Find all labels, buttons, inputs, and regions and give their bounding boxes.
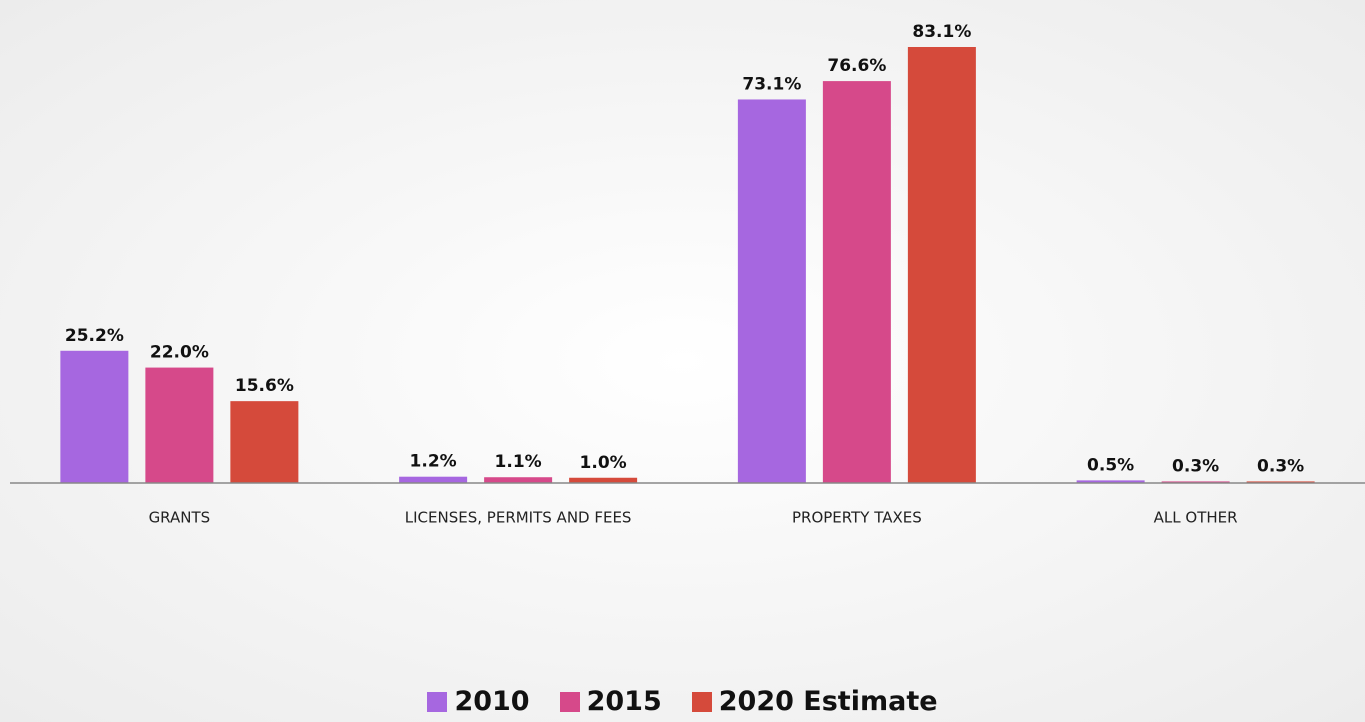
bar	[1161, 481, 1230, 483]
bar	[60, 350, 129, 483]
x-tick-label: GRANTS	[149, 509, 211, 527]
data-label: 1.1%	[495, 452, 542, 472]
legend-item: 2015	[559, 686, 662, 717]
legend-swatch	[691, 691, 712, 712]
data-label: 22.0%	[150, 343, 209, 363]
legend-label: 2015	[586, 686, 662, 717]
legend-label: 2010	[454, 686, 530, 717]
bar	[822, 81, 891, 484]
legend-label: 2020 Estimate	[718, 686, 938, 717]
bar	[907, 47, 976, 483]
data-label: 1.0%	[580, 453, 627, 473]
data-label: 0.3%	[1257, 456, 1304, 476]
data-label: 83.1%	[912, 22, 971, 42]
bar	[569, 477, 638, 483]
chart: 25.2% 22.0% 15.6% GRANTS 1.2% 1.1% 1.0% LICENSE…	[10, 22, 1365, 527]
x-tick-label: ALL OTHER	[1154, 509, 1238, 527]
bar	[1246, 481, 1315, 483]
bar	[230, 401, 299, 483]
bar	[484, 477, 553, 483]
bar	[399, 476, 468, 483]
data-label: 73.1%	[742, 74, 801, 94]
bar	[1076, 480, 1145, 483]
bar	[737, 99, 806, 483]
bar	[145, 367, 214, 483]
x-tick-label: LICENSES, PERMITS AND FEES	[405, 509, 632, 527]
data-label: 76.6%	[827, 56, 886, 76]
data-label: 0.5%	[1087, 455, 1134, 475]
data-label: 15.6%	[235, 376, 294, 396]
x-tick-label: PROPERTY TAXES	[792, 509, 922, 527]
legend: 2010 2015 2020 Estimate	[0, 686, 1365, 717]
data-label: 0.3%	[1172, 456, 1219, 476]
data-label: 1.2%	[410, 452, 457, 472]
legend-item: 2010	[427, 686, 530, 717]
legend-swatch	[559, 691, 580, 712]
data-label: 25.2%	[65, 326, 124, 346]
legend-swatch	[427, 691, 448, 712]
legend-item: 2020 Estimate	[691, 686, 938, 717]
